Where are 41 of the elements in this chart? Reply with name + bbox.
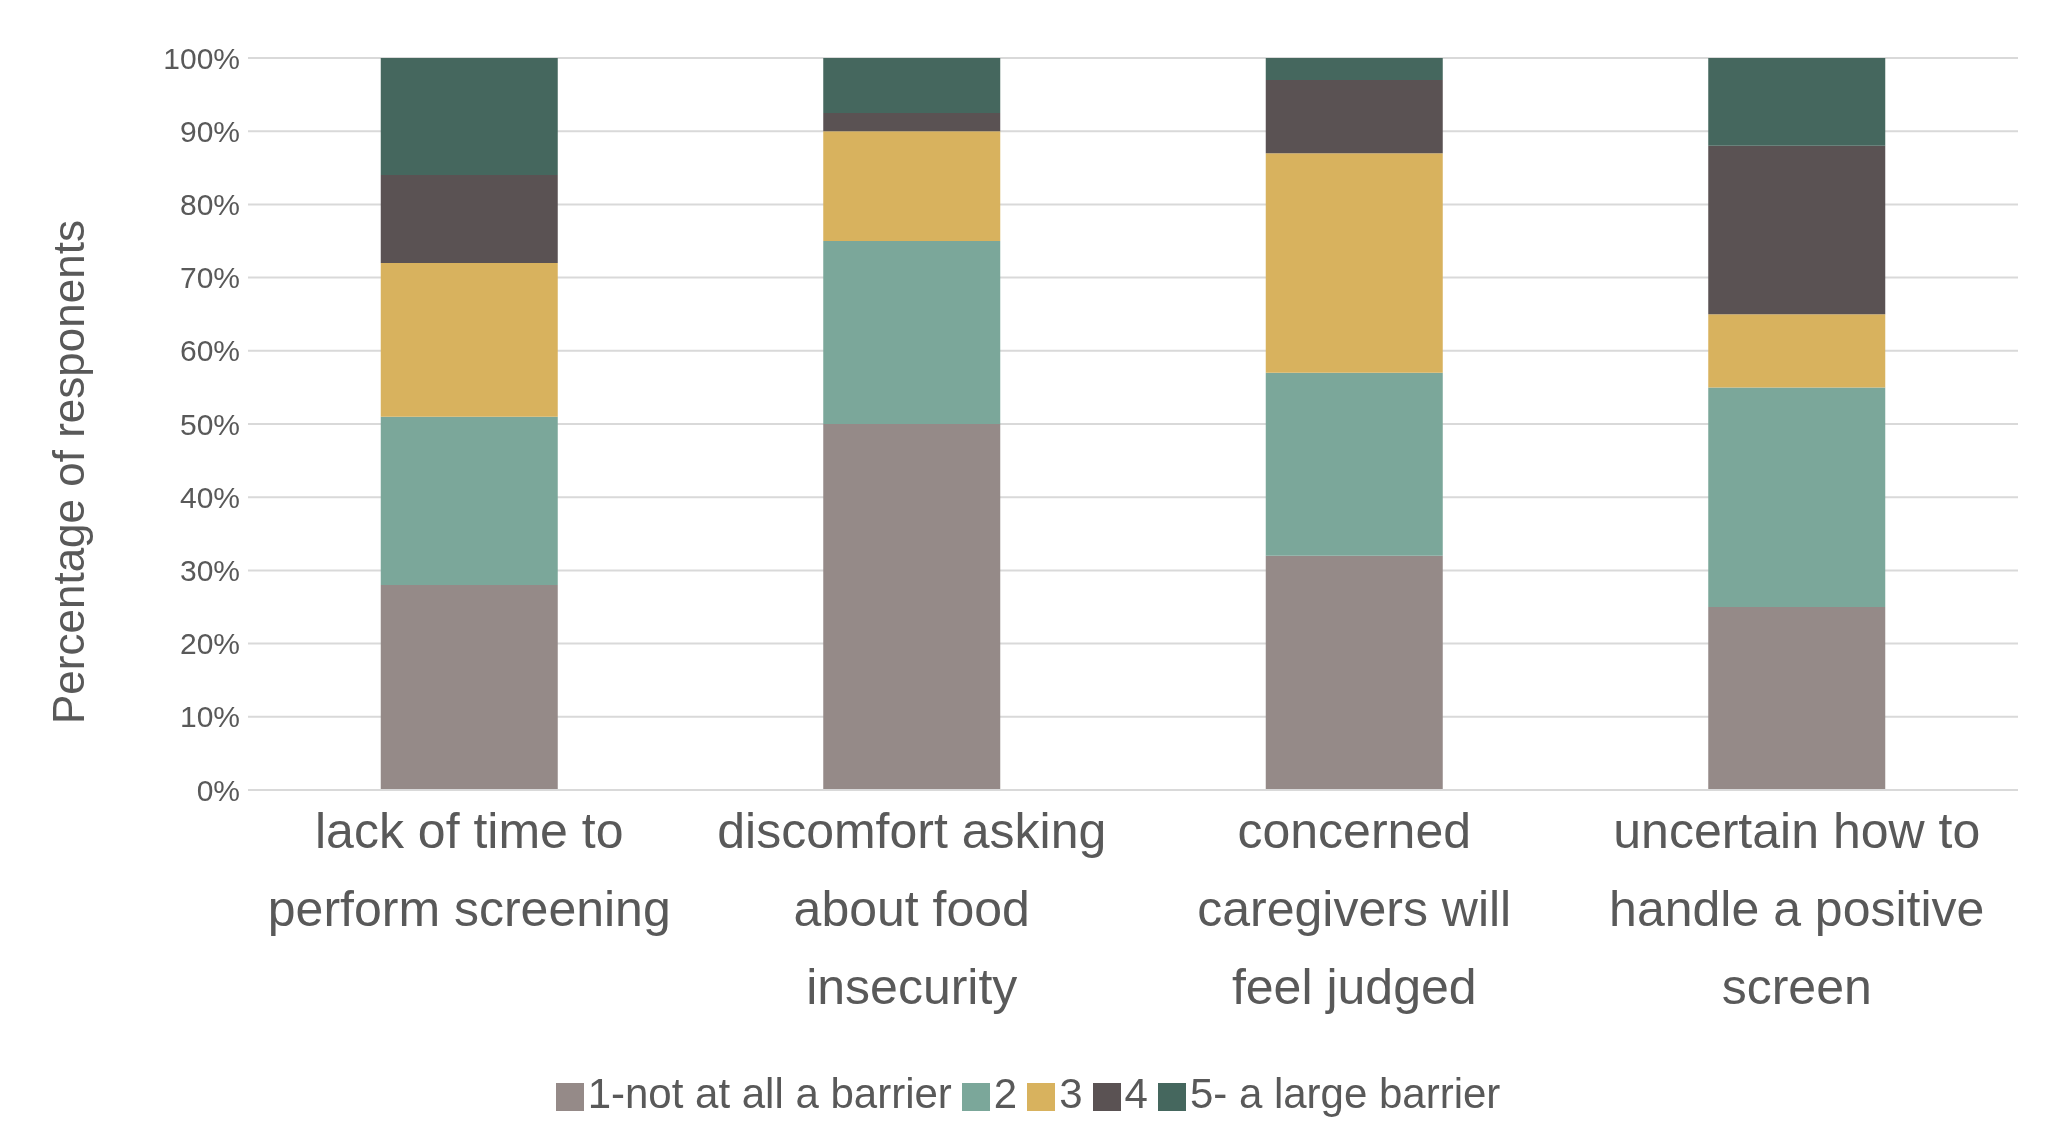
y-tick-label: 90%	[179, 114, 240, 148]
y-tick-label: 0%	[196, 773, 240, 807]
bar	[380, 175, 558, 263]
y-tick-label: 40%	[179, 480, 240, 514]
bar	[1708, 607, 1886, 790]
bar	[1708, 58, 1886, 146]
bar	[823, 58, 1001, 113]
bar	[1265, 372, 1443, 556]
y-tick-label: 70%	[179, 261, 240, 295]
bar	[380, 262, 558, 417]
legend-label: 3	[1059, 1070, 1083, 1117]
legend-label: 5- a large barrier	[1189, 1070, 1501, 1117]
legend-label: 4	[1124, 1070, 1148, 1117]
y-tick-label: 100%	[163, 41, 240, 75]
bar	[1265, 58, 1443, 80]
legend-label: 1-not at all a barrier	[587, 1070, 952, 1117]
x-tick-label: lack of time to perform screening	[267, 803, 671, 937]
x-tick-label: discomfort asking about food insecurity	[717, 803, 1107, 1015]
y-tick-label: 50%	[179, 407, 240, 441]
bar	[823, 112, 1001, 132]
x-tick-label: uncertain how to handle a positive screen	[1609, 803, 1985, 1015]
bar	[1265, 79, 1443, 154]
y-axis-title: Percentage of responents	[43, 220, 93, 724]
bar	[380, 58, 558, 176]
bar	[1265, 153, 1443, 373]
y-tick-label: 60%	[179, 334, 240, 368]
bar	[380, 585, 558, 790]
x-tick-label: concerned caregivers will feel judged	[1197, 803, 1512, 1015]
bar	[1708, 387, 1886, 607]
bar	[1708, 314, 1886, 388]
bar	[380, 416, 558, 586]
y-tick-label: 20%	[179, 627, 240, 661]
y-tick-label: 80%	[179, 188, 240, 222]
bar	[823, 131, 1001, 241]
bar	[1265, 555, 1443, 790]
legend-label: 2	[993, 1070, 1018, 1117]
y-tick-label: 30%	[179, 554, 240, 588]
bar	[823, 241, 1001, 424]
bar	[1708, 145, 1886, 315]
y-tick-label: 10%	[179, 700, 240, 734]
bar	[823, 424, 1001, 790]
